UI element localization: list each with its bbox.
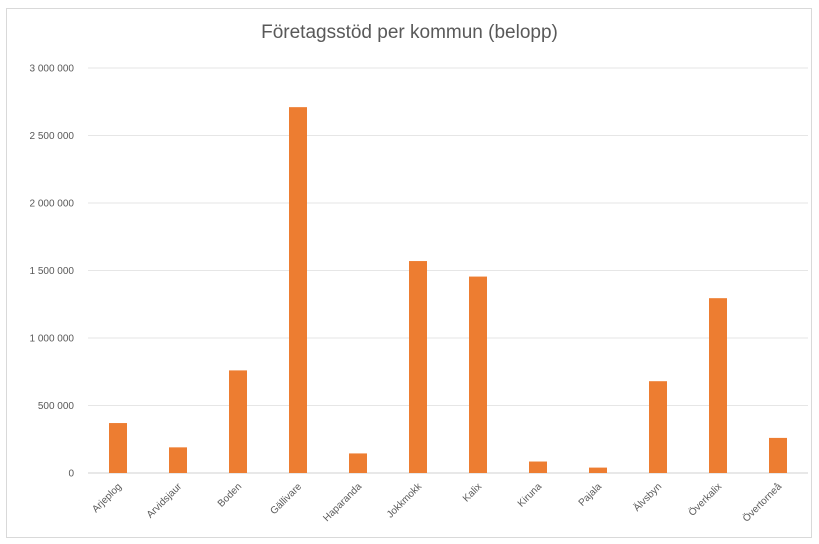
bar-5 [409, 261, 427, 473]
y-tick-label: 2 500 000 [30, 131, 75, 142]
bar-9 [649, 381, 667, 473]
x-tick-label: Överkalix [686, 481, 724, 519]
x-tick-label: Haparanda [321, 481, 364, 524]
y-tick-label: 2 000 000 [30, 199, 75, 210]
gridlines [88, 67, 808, 474]
y-tick-label: 0 [68, 469, 74, 480]
x-tick-label: Kalix [461, 481, 484, 504]
x-tick-label: Jokkmokk [385, 481, 425, 521]
chart-title: Företagsstöd per kommun (belopp) [261, 22, 558, 43]
x-tick-label: Arvidsjaur [145, 481, 185, 521]
x-tick-label: Arjeplog [90, 481, 124, 515]
x-tick-label: Pajala [577, 481, 605, 509]
x-tick-label: Älvsbyn [631, 481, 664, 514]
x-tick-label: Övertorneå [740, 480, 784, 524]
bar-3 [289, 107, 307, 474]
bar-10 [709, 298, 727, 473]
bar-6 [469, 276, 487, 473]
y-axis-ticks: 0 500 000 1 000 000 1 500 000 2 000 000 2 500… [30, 64, 75, 480]
bar-1 [169, 447, 187, 473]
bar-4 [349, 453, 367, 473]
y-tick-label: 1 500 000 [30, 266, 75, 277]
bar-2 [229, 370, 247, 473]
x-axis-ticks: Arjeplog Arvidsjaur Boden Gällivare Haparand… [90, 480, 784, 524]
bar-8 [589, 467, 607, 473]
y-tick-label: 3 000 000 [30, 64, 75, 75]
x-tick-label: Boden [216, 481, 244, 509]
bar-11 [769, 437, 787, 473]
x-tick-label: Gällivare [268, 481, 304, 517]
bars [109, 107, 787, 474]
y-tick-label: 1 000 000 [30, 334, 75, 345]
y-tick-label: 500 000 [38, 401, 75, 412]
bar-7 [529, 461, 547, 473]
bar-0 [109, 423, 127, 473]
x-tick-label: Kiruna [516, 481, 545, 510]
